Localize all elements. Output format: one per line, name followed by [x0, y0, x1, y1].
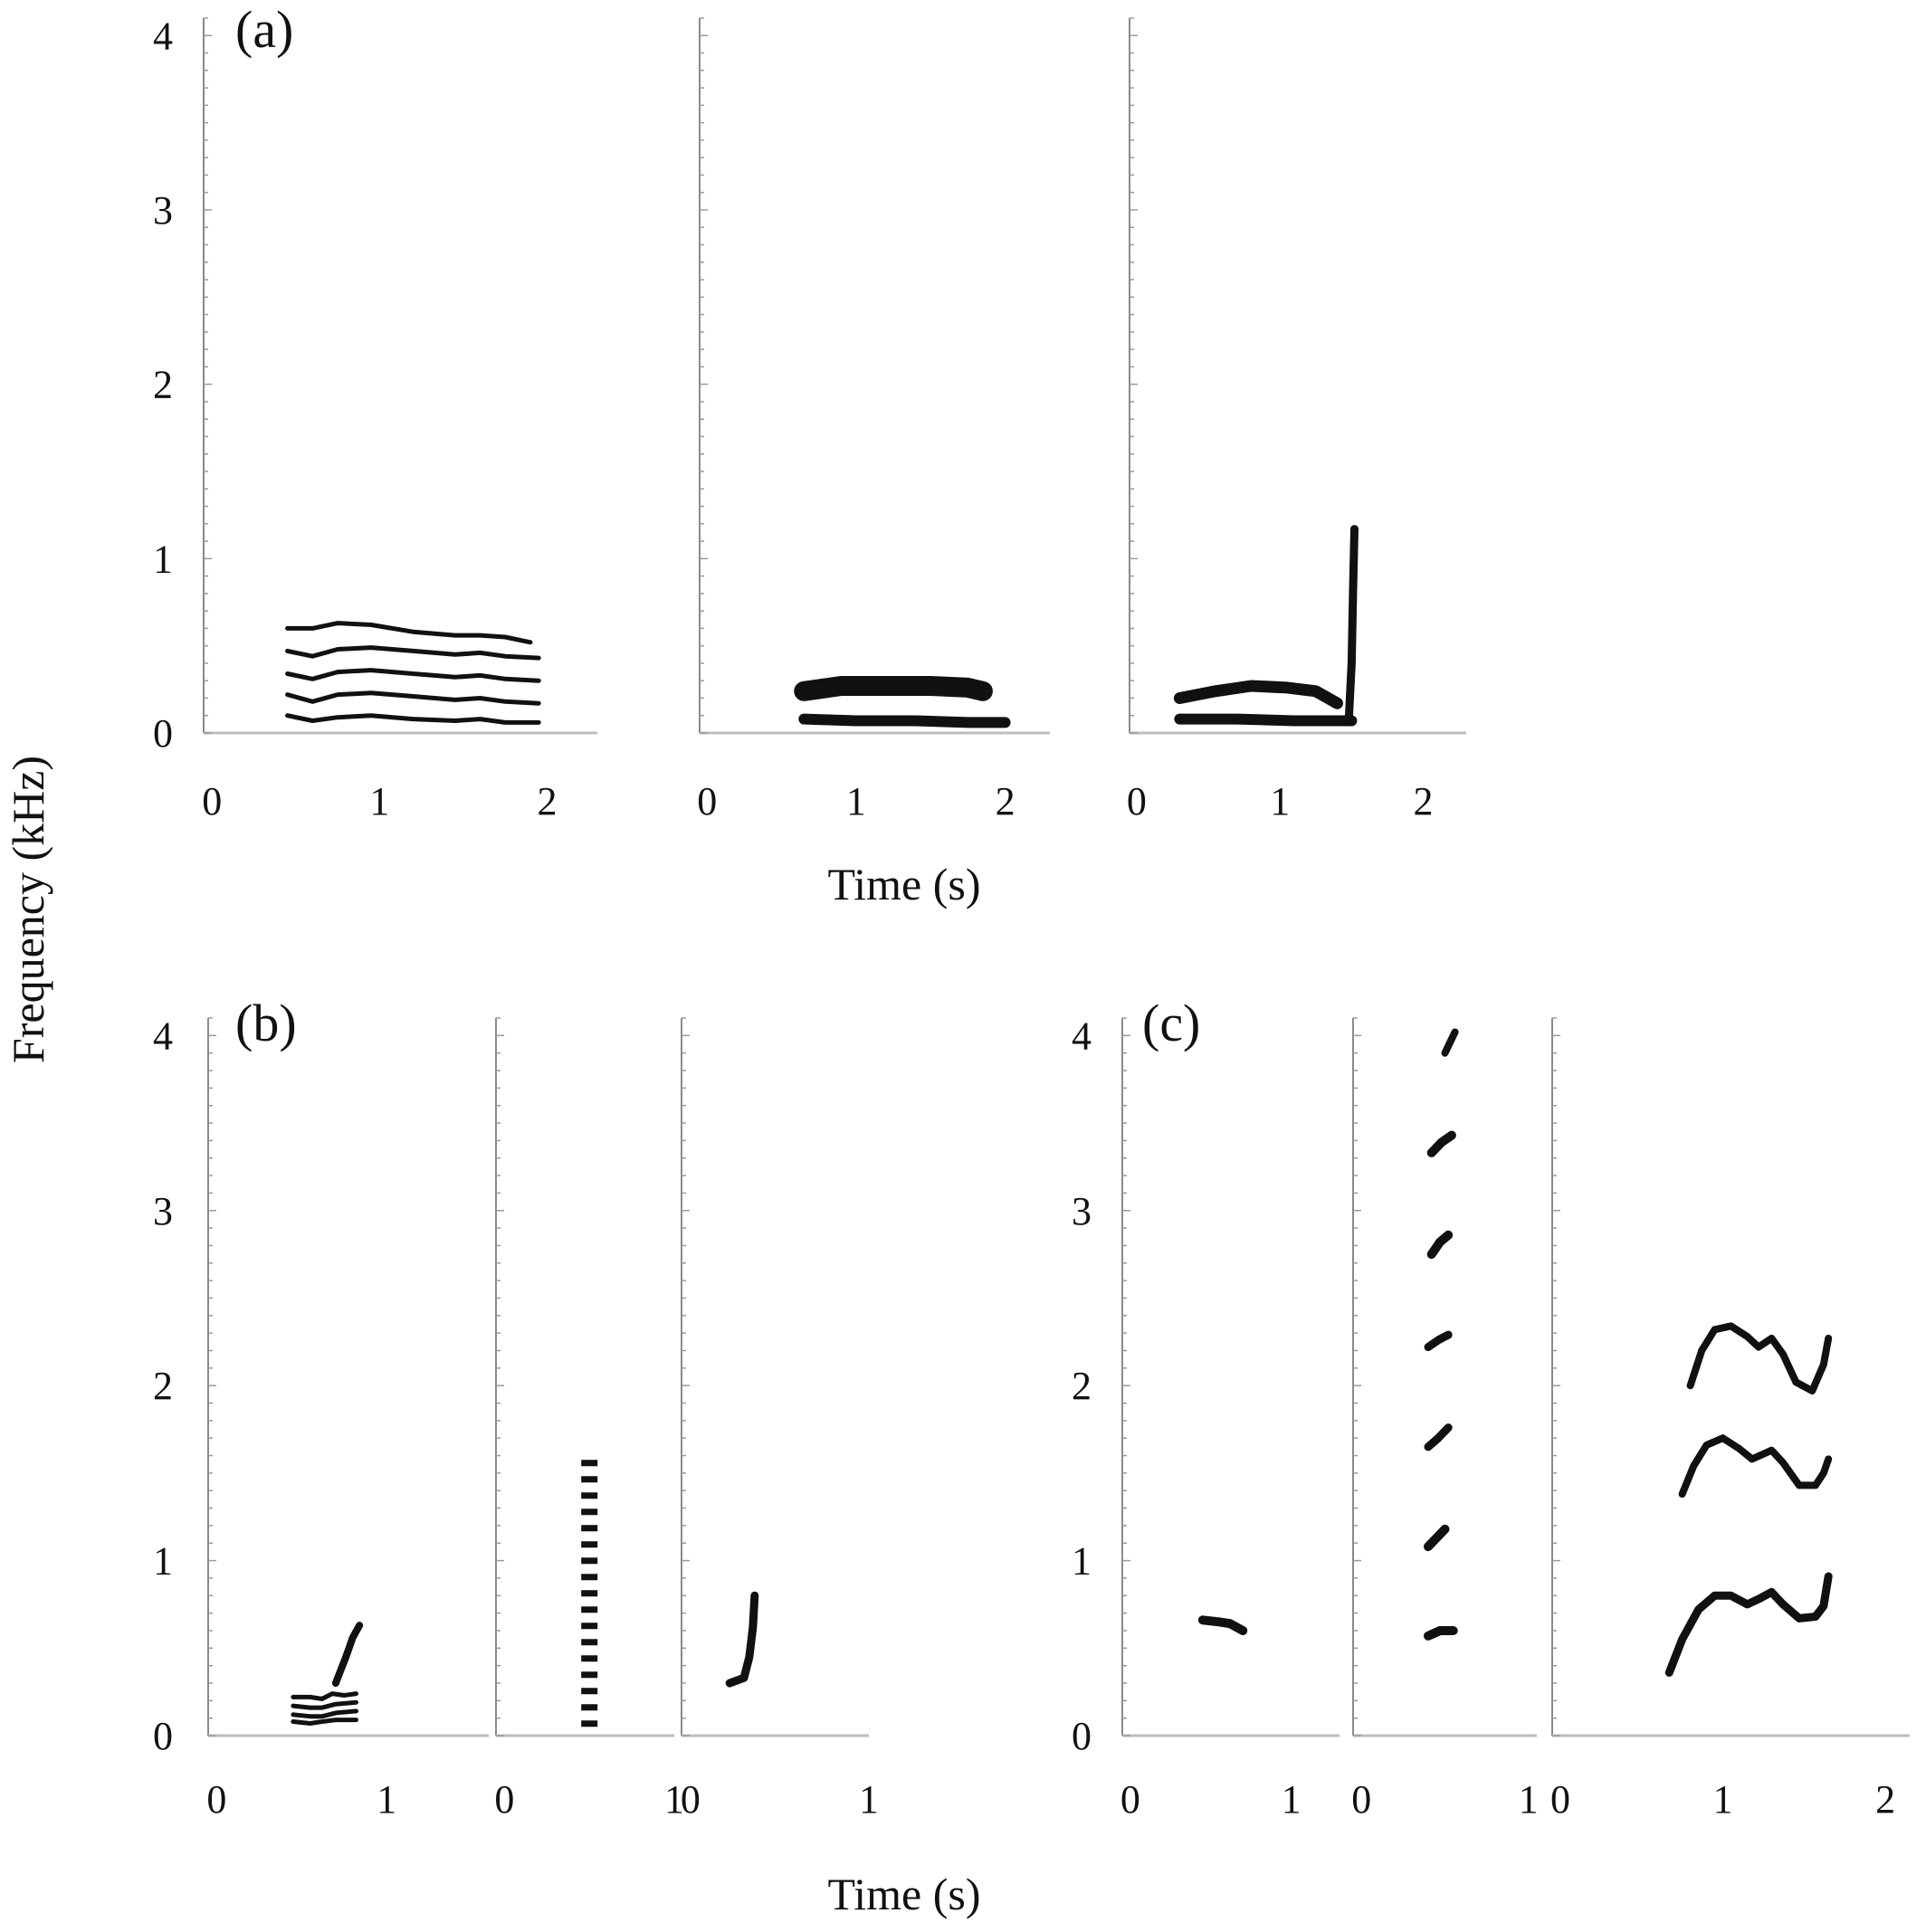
spectrogram-trace	[1426, 1130, 1456, 1157]
axes-frames	[203, 17, 1910, 1737]
x-tick-label: 1	[377, 1777, 396, 1822]
y-tick-label: 2	[153, 1364, 173, 1408]
spectrogram-trace	[1197, 1615, 1248, 1635]
spectrogram-trace	[1441, 1028, 1459, 1057]
spectrogram-trace	[1664, 1572, 1833, 1677]
spectrogram-trace	[291, 1718, 358, 1726]
y-tick-label: 0	[1072, 1714, 1092, 1758]
panel-label-b: (b)	[235, 994, 297, 1052]
spectrogram-trace	[331, 1622, 364, 1687]
x-tick-label: 1	[1519, 1777, 1539, 1822]
spectrogram-trace	[291, 1708, 358, 1719]
panel-label-c: (c)	[1142, 994, 1200, 1052]
spectrogram-trace	[285, 713, 541, 725]
spectrogram-traces	[285, 525, 1833, 1727]
x-axis-title-bottom: Time (s)	[827, 1869, 980, 1919]
y-tick-label: 4	[1072, 1014, 1092, 1058]
x-tick-label: 0	[1550, 1777, 1570, 1822]
spectrogram-trace	[285, 668, 541, 683]
x-tick-label: 1	[664, 1777, 684, 1822]
spectrogram-trace	[1424, 1626, 1458, 1641]
spectrogram-trace	[285, 690, 541, 706]
x-tick-label: 2	[1414, 779, 1434, 823]
spectrogram-trace	[1424, 1524, 1450, 1552]
x-tick-label: 0	[206, 1777, 226, 1822]
x-tick-label: 1	[846, 779, 866, 823]
spectrogram-trace	[1426, 1230, 1454, 1260]
y-tick-label: 0	[153, 711, 173, 756]
x-tick-label: 0	[697, 779, 717, 823]
spectrogram-trace	[798, 713, 1011, 728]
x-tick-label: 0	[1127, 779, 1147, 823]
x-tick-label: 0	[202, 779, 222, 823]
y-tick-label: 1	[1072, 1539, 1092, 1584]
y-tick-label: 2	[153, 363, 173, 407]
x-tick-label: 0	[494, 1777, 514, 1822]
spectrogram-trace	[725, 1591, 759, 1688]
x-tick-label: 1	[369, 779, 389, 823]
y-tick-label: 2	[1072, 1364, 1092, 1408]
y-tick-label: 3	[153, 188, 173, 233]
x-tick-label: 0	[1351, 1777, 1371, 1822]
spectrogram-trace	[1424, 1423, 1453, 1451]
y-tick-label: 4	[153, 1014, 173, 1058]
spectrogram-trace	[1678, 1434, 1833, 1499]
y-tick-label: 4	[153, 14, 173, 58]
spectrogram-trace	[285, 645, 541, 661]
spectrogram-trace	[1174, 713, 1358, 727]
y-tick-label: 1	[153, 1539, 173, 1584]
x-tick-label: 1	[1713, 1777, 1733, 1822]
x-tick-label: 2	[537, 779, 557, 823]
y-tick-label: 1	[153, 537, 173, 581]
spectrogram-trace	[285, 621, 533, 645]
spectrogram-trace	[1424, 1330, 1453, 1352]
y-axis-title: Frequency (kHz)	[3, 756, 53, 1063]
spectrogram-trace	[1344, 525, 1359, 725]
spectrogram-trace	[794, 676, 993, 701]
spectrogram-trace	[1173, 680, 1343, 709]
x-axis-title-top: Time (s)	[827, 859, 980, 909]
spectrogram-trace	[291, 1691, 358, 1701]
x-tick-label: 0	[681, 1777, 701, 1822]
panel-label-a: (a)	[235, 0, 293, 59]
x-tick-label: 2	[1875, 1777, 1895, 1822]
y-tick-label: 3	[153, 1189, 173, 1233]
x-tick-label: 0	[1120, 1777, 1140, 1822]
x-tick-label: 1	[1270, 779, 1290, 823]
x-tick-label: 1	[859, 1777, 879, 1822]
spectrogram-trace	[1686, 1322, 1833, 1394]
spectrogram-trace	[291, 1699, 358, 1710]
y-tick-label: 0	[153, 1714, 173, 1758]
x-tick-label: 2	[996, 779, 1015, 823]
x-tick-label: 1	[1282, 1777, 1301, 1822]
y-tick-label: 3	[1072, 1189, 1092, 1233]
